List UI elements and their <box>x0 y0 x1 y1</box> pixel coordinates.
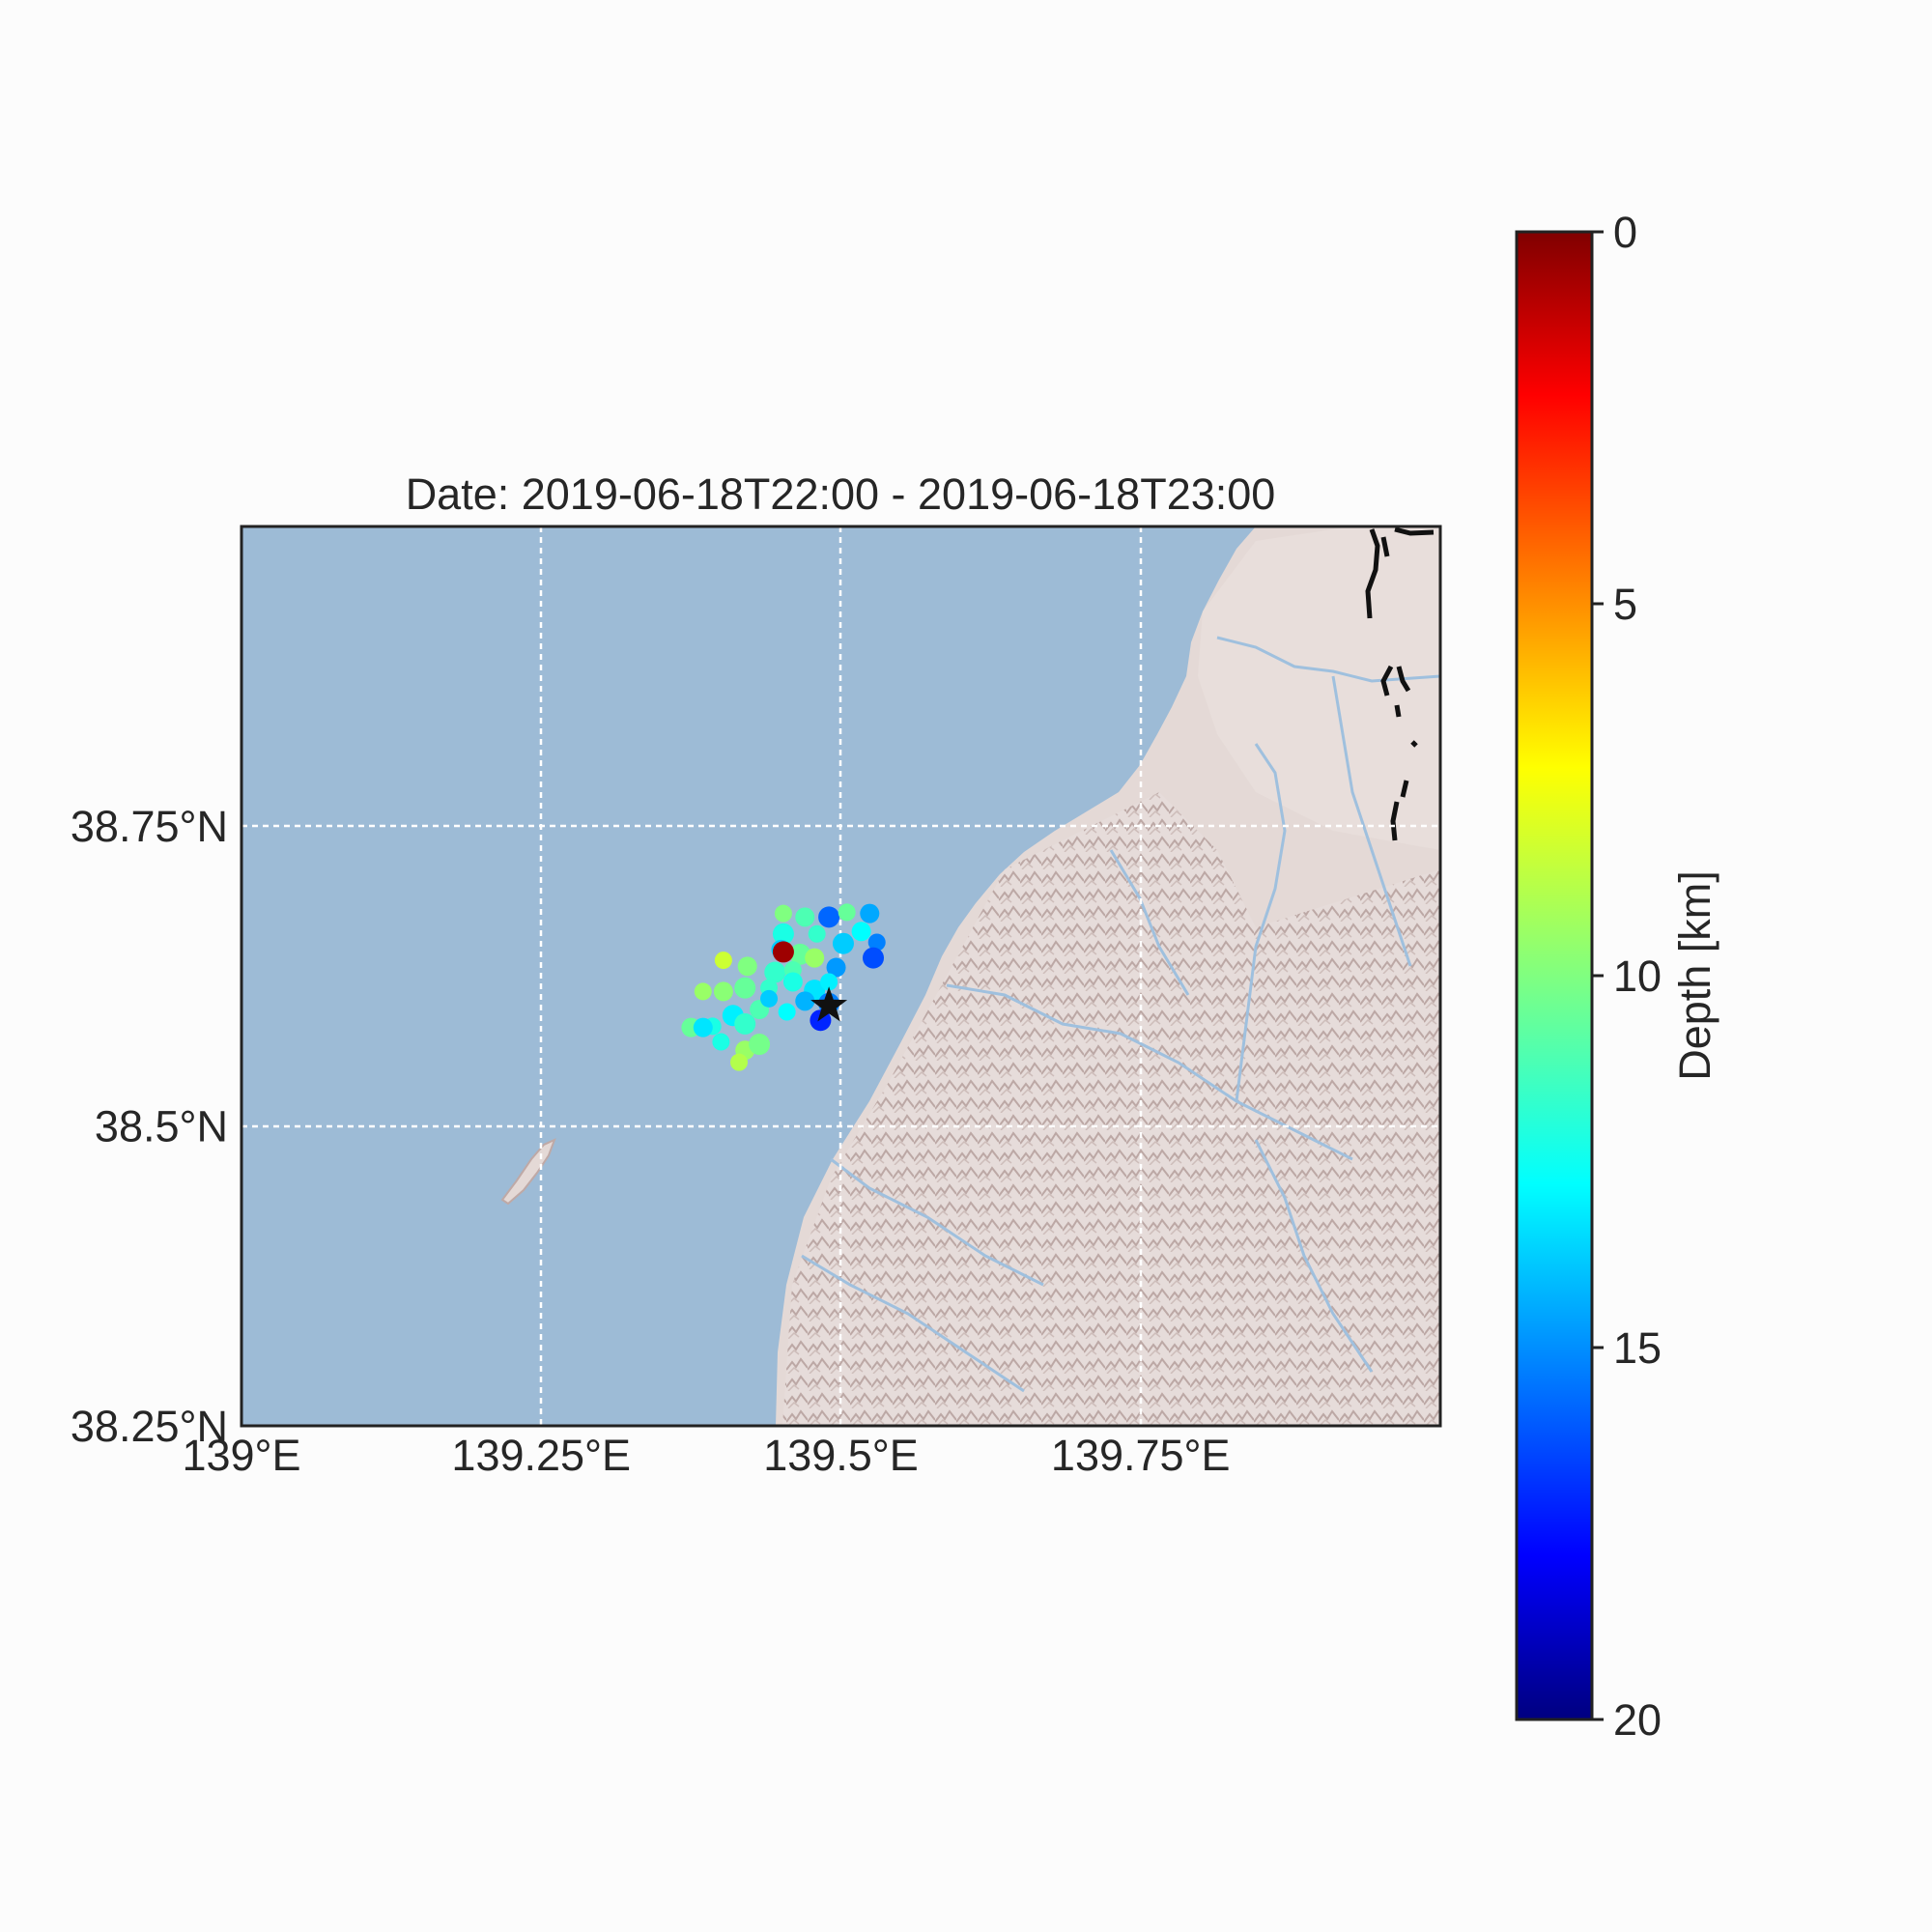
latitude-tick-label: 38.5°N <box>95 1102 228 1151</box>
earthquake-point <box>838 903 856 922</box>
map-title: Date: 2019-06-18T22:00 - 2019-06-18T23:0… <box>406 469 1276 519</box>
longitude-ticks: 139°E 139.25°E 139.5°E 139.75°E <box>182 1431 1230 1480</box>
colorbar-tick-label: 20 <box>1613 1695 1662 1745</box>
earthquake-point <box>772 941 794 963</box>
earthquake-point <box>832 932 854 954</box>
earthquake-point <box>851 922 871 942</box>
longitude-tick-label: 139.75°E <box>1051 1431 1231 1480</box>
earthquake-point <box>782 972 803 992</box>
earthquake-point <box>714 952 732 970</box>
earthquake-point <box>772 923 794 945</box>
latitude-tick-label: 38.25°N <box>71 1402 228 1451</box>
earthquake-point <box>860 903 880 923</box>
earthquake-point <box>713 981 733 1002</box>
mainshock-star <box>810 986 848 1022</box>
earthquake-point <box>774 904 792 923</box>
earthquake-point <box>760 989 779 1008</box>
earthquake-point <box>734 1012 756 1035</box>
earthquake-point <box>694 982 712 1001</box>
earthquake-point <box>749 1034 771 1056</box>
active-faults <box>1365 526 1435 841</box>
earthquake-point <box>712 1033 730 1051</box>
colorbar-ticks: 0 5 10 15 20 <box>1592 208 1662 1745</box>
earthquake-point <box>693 1017 713 1037</box>
earthquake-point <box>808 924 826 943</box>
earthquake-point <box>863 947 885 969</box>
map-panel <box>242 526 1440 1426</box>
colorbar-tick-label: 5 <box>1613 580 1637 629</box>
earthquake-point <box>795 907 815 927</box>
colorbar-tick-label: 10 <box>1613 952 1662 1001</box>
earthquake-point <box>867 933 886 952</box>
mainshock-star-marker <box>810 986 848 1022</box>
longitude-tick-label: 139.5°E <box>763 1431 919 1480</box>
longitude-tick-label: 139.25°E <box>451 1431 631 1480</box>
earthquake-point <box>795 991 815 1011</box>
longitude-tick-label: 139°E <box>182 1431 300 1480</box>
depth-colorbar: 0 5 10 15 20 Depth [km] <box>1515 208 1719 1745</box>
colorbar-tick-label: 15 <box>1613 1323 1662 1373</box>
earthquake-point <box>820 973 838 991</box>
earthquake-point <box>826 957 846 978</box>
earthquake-point <box>734 977 756 999</box>
earthquake-point <box>764 961 786 983</box>
mountain-relief <box>782 792 1440 1426</box>
earthquake-point <box>778 1003 796 1021</box>
earthquake-point <box>737 956 757 977</box>
map-frame <box>240 525 1442 1428</box>
latitude-tick-label: 38.75°N <box>71 802 228 851</box>
earthquake-point <box>730 1053 749 1071</box>
latitude-ticks: 38.25°N 38.5°N 38.75°N <box>71 802 228 1451</box>
colorbar-gradient <box>1515 230 1594 1721</box>
coastal-plain <box>1198 526 1440 850</box>
colorbar-label: Depth [km] <box>1670 870 1719 1081</box>
earthquake-point <box>818 906 840 928</box>
colorbar-tick-label: 0 <box>1613 208 1637 257</box>
gridlines <box>242 526 1440 1426</box>
earthquake-point <box>805 948 825 968</box>
